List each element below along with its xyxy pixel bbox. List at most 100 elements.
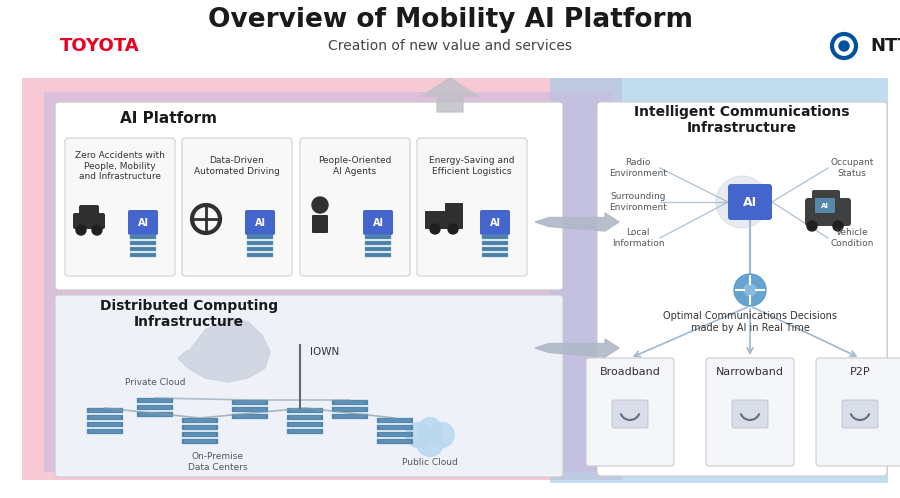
FancyBboxPatch shape — [312, 215, 328, 233]
Bar — [247, 253, 273, 257]
Polygon shape — [535, 213, 619, 231]
Bar — [182, 439, 218, 444]
Text: Data-Driven
Automated Driving: Data-Driven Automated Driving — [194, 156, 280, 176]
FancyBboxPatch shape — [300, 138, 410, 276]
Bar — [232, 407, 268, 412]
Bar — [139, 413, 171, 416]
Bar — [482, 247, 508, 251]
FancyBboxPatch shape — [65, 138, 175, 276]
Circle shape — [419, 418, 441, 439]
Bar — [137, 412, 173, 417]
Bar — [377, 432, 413, 437]
Bar — [287, 422, 323, 427]
Bar — [234, 401, 266, 404]
Bar — [234, 415, 266, 418]
Text: People-Oriented
AI Agents: People-Oriented AI Agents — [319, 156, 392, 176]
Bar — [482, 235, 508, 239]
Circle shape — [430, 224, 440, 234]
Bar — [482, 241, 508, 245]
Circle shape — [406, 422, 431, 448]
Bar — [44, 92, 612, 472]
Bar — [289, 409, 321, 412]
Circle shape — [807, 221, 817, 231]
Bar — [365, 241, 391, 245]
FancyBboxPatch shape — [182, 138, 292, 276]
Text: Public Cloud: Public Cloud — [402, 458, 458, 467]
Text: AI: AI — [490, 218, 500, 228]
FancyBboxPatch shape — [805, 198, 851, 226]
FancyBboxPatch shape — [597, 102, 887, 476]
Bar — [130, 247, 156, 251]
Bar — [482, 253, 508, 257]
Bar — [89, 423, 121, 426]
Polygon shape — [535, 339, 619, 357]
Text: AI: AI — [138, 218, 148, 228]
Bar — [247, 235, 273, 239]
FancyBboxPatch shape — [363, 210, 393, 235]
Text: Creation of new value and services: Creation of new value and services — [328, 39, 572, 53]
Text: Occupant
Status: Occupant Status — [831, 158, 874, 178]
Text: Energy-Saving and
Efficient Logistics: Energy-Saving and Efficient Logistics — [429, 156, 515, 176]
Text: AI Platform: AI Platform — [120, 111, 217, 125]
Text: Distributed Computing
Infrastructure: Distributed Computing Infrastructure — [100, 299, 278, 329]
FancyBboxPatch shape — [842, 400, 878, 428]
Bar — [247, 241, 273, 245]
FancyBboxPatch shape — [480, 210, 510, 235]
Text: Intelligent Communications
Infrastructure: Intelligent Communications Infrastructur… — [634, 105, 850, 135]
FancyBboxPatch shape — [128, 210, 158, 235]
Circle shape — [448, 224, 458, 234]
FancyBboxPatch shape — [73, 213, 105, 229]
Bar — [550, 78, 888, 483]
FancyBboxPatch shape — [706, 358, 794, 466]
FancyBboxPatch shape — [55, 295, 563, 477]
Bar — [139, 406, 171, 409]
Text: AI: AI — [742, 196, 757, 209]
Circle shape — [716, 176, 768, 228]
FancyBboxPatch shape — [812, 190, 840, 200]
Circle shape — [839, 41, 849, 51]
Text: NTT: NTT — [870, 37, 900, 55]
Bar — [379, 440, 411, 443]
Text: Narrowband: Narrowband — [716, 367, 784, 377]
FancyBboxPatch shape — [245, 210, 275, 235]
Text: Private Cloud: Private Cloud — [125, 377, 185, 386]
Bar — [365, 247, 391, 251]
FancyBboxPatch shape — [728, 184, 772, 220]
Bar — [332, 407, 368, 412]
FancyBboxPatch shape — [815, 198, 835, 213]
Circle shape — [76, 225, 86, 235]
Circle shape — [417, 429, 444, 456]
FancyBboxPatch shape — [417, 138, 527, 276]
Bar — [137, 398, 173, 403]
Bar — [182, 425, 218, 430]
Text: Broadband: Broadband — [599, 367, 661, 377]
FancyBboxPatch shape — [816, 358, 900, 466]
Bar — [184, 426, 216, 429]
Bar — [87, 422, 123, 427]
Bar — [182, 418, 218, 423]
Text: TOYOTA: TOYOTA — [60, 37, 140, 55]
Text: Zero Accidents with
People, Mobility
and Infrastructure: Zero Accidents with People, Mobility and… — [75, 151, 165, 181]
Polygon shape — [422, 78, 478, 112]
FancyBboxPatch shape — [586, 358, 674, 466]
Bar — [232, 400, 268, 405]
Bar — [184, 419, 216, 422]
FancyBboxPatch shape — [445, 203, 463, 213]
Bar — [89, 416, 121, 419]
Bar — [234, 408, 266, 411]
FancyBboxPatch shape — [612, 400, 648, 428]
Bar — [182, 432, 218, 437]
Bar — [130, 235, 156, 239]
Bar — [22, 78, 622, 480]
Bar — [89, 409, 121, 412]
Bar — [377, 425, 413, 430]
Text: On-Premise
Data Centers: On-Premise Data Centers — [188, 452, 248, 472]
Bar — [247, 247, 273, 251]
Text: Optimal Communications Decisions
made by AI in Real Time: Optimal Communications Decisions made by… — [663, 311, 837, 333]
Bar — [87, 415, 123, 420]
Bar — [334, 415, 366, 418]
Bar — [139, 399, 171, 402]
Bar — [89, 430, 121, 433]
Bar — [289, 430, 321, 433]
Bar — [137, 405, 173, 410]
